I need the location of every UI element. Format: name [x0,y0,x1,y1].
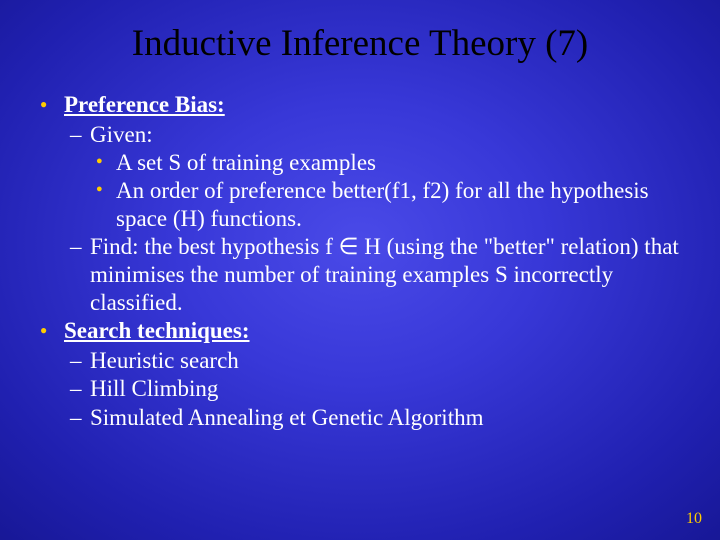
search-item-2: Hill Climbing [38,375,682,403]
slide-content: Preference Bias: Given: A set S of train… [0,65,720,432]
bullet-preference-bias: Preference Bias: [38,91,682,119]
bullet-search-techniques: Search techniques: [38,317,682,345]
given-label: Given: [38,121,682,149]
find-item: Find: the best hypothesis f ∈ H (using t… [38,233,682,317]
slide-title: Inductive Inference Theory (7) [0,0,720,65]
given-item-2: An order of preference better(f1, f2) fo… [38,177,682,233]
given-item-1: A set S of training examples [38,149,682,177]
search-item-3: Simulated Annealing et Genetic Algorithm [38,404,682,432]
page-number: 10 [686,510,702,528]
slide: Inductive Inference Theory (7) Preferenc… [0,0,720,540]
preference-bias-heading: Preference Bias: [64,92,225,117]
search-item-1: Heuristic search [38,347,682,375]
search-techniques-heading: Search techniques: [64,318,250,343]
